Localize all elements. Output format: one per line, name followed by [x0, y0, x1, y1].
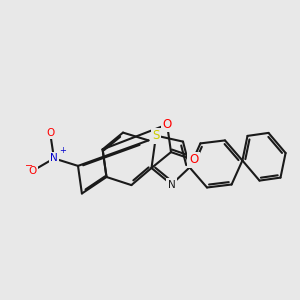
Text: O: O [28, 166, 37, 176]
Text: −: − [25, 161, 33, 172]
Text: O: O [189, 153, 198, 167]
Text: +: + [59, 146, 66, 155]
Text: N: N [50, 153, 58, 164]
Text: O: O [163, 118, 172, 131]
Text: O: O [46, 128, 54, 138]
Text: S: S [152, 129, 160, 142]
Text: N: N [168, 179, 176, 190]
